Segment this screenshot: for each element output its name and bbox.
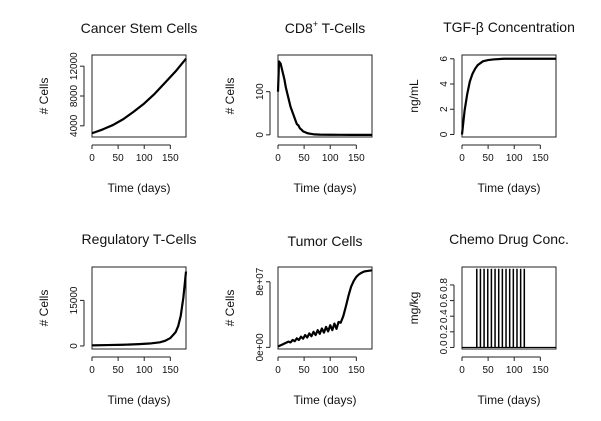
x-tick-label: 150: [532, 365, 549, 376]
x-tick-label: 100: [322, 153, 339, 164]
chart-title-rest: T-Cells: [318, 20, 365, 36]
x-tick-label: 0: [459, 365, 465, 376]
x-tick-label: 0: [89, 365, 95, 376]
series-line: [91, 271, 188, 347]
x-axis-label: Time (days): [294, 181, 357, 195]
y-tick-label: 15000: [69, 286, 80, 314]
x-tick-label: 0: [275, 153, 281, 164]
y-tick-label: 4: [439, 81, 450, 87]
y-axis-label: mg/kg: [407, 292, 421, 325]
series-line: [276, 60, 372, 136]
x-axis-label: Time (days): [478, 393, 541, 407]
x-tick-label: 100: [506, 365, 523, 376]
plot-frame: [91, 266, 187, 350]
panel-1: Cancer Stem Cells 0 50 100 150 Time (days) 400…: [37, 20, 197, 195]
x-tick-label: 0: [89, 153, 95, 164]
x-tick-label: 150: [348, 365, 365, 376]
panel-4: Regulatory T-Cells 0 50 100 150 Time (days) 0 1…: [37, 231, 196, 407]
x-tick-label: 100: [322, 365, 339, 376]
x-tick-label: 150: [162, 153, 179, 164]
plot-frame: [461, 54, 557, 138]
x-tick-label: 50: [113, 365, 125, 376]
y-axis-label: # Cells: [37, 290, 51, 327]
y-tick-label: 0.0: [439, 340, 450, 354]
y-tick-label: 100: [255, 83, 266, 100]
y-axis-label: # Cells: [37, 78, 51, 115]
y-axis-label: # Cells: [223, 290, 237, 327]
y-tick-label: 8e+07: [255, 267, 266, 296]
chart-title-superscript: +: [313, 19, 318, 29]
plot-frame: [277, 266, 373, 350]
x-tick-label: 50: [299, 153, 311, 164]
x-tick-label: 150: [348, 153, 365, 164]
x-tick-label: 50: [113, 153, 125, 164]
y-tick-label: 0e+00: [255, 333, 266, 362]
y-tick-label: 0: [69, 343, 80, 349]
x-tick-label: 50: [299, 365, 311, 376]
x-tick-label: 150: [162, 365, 179, 376]
plot-frame: [91, 54, 187, 138]
x-tick-label: 50: [483, 153, 495, 164]
x-tick-label: 0: [275, 365, 281, 376]
chart-title: Cancer Stem Cells: [81, 20, 198, 36]
y-tick-label: 0: [439, 131, 450, 137]
y-tick-label: 0: [255, 132, 266, 138]
y-axis-label: # Cells: [223, 78, 237, 115]
x-tick-label: 100: [136, 153, 153, 164]
x-tick-label: 100: [506, 153, 523, 164]
panel-5: Tumor Cells 0 50 100 150 Time (days) 0e+00 8e+0…: [223, 233, 373, 407]
chart-title: Regulatory T-Cells: [82, 231, 197, 247]
panel-6: Chemo Drug Conc. 0 50 100 150 Time (days) 0.0 0…: [407, 231, 569, 407]
x-tick-label: 0: [459, 153, 465, 164]
y-tick-label: 4000: [69, 114, 80, 137]
chart-title: Chemo Drug Conc.: [449, 231, 569, 247]
y-tick-label: 0.8: [439, 278, 450, 292]
plot-frame: [461, 266, 557, 350]
chart-title-main: CD8: [285, 20, 313, 36]
y-tick-label: 0.4: [439, 309, 450, 323]
x-axis-label: Time (days): [108, 181, 171, 195]
series-line: [277, 269, 373, 348]
x-tick-label: 100: [136, 365, 153, 376]
x-axis-label: Time (days): [294, 393, 357, 407]
series-line: [462, 268, 556, 349]
x-tick-label: 50: [483, 365, 495, 376]
chart-title: TGF-β Concentration: [443, 19, 575, 35]
x-axis-label: Time (days): [478, 181, 541, 195]
chart-title: Tumor Cells: [288, 233, 363, 249]
y-tick-label: 12000: [69, 52, 80, 80]
series-line: [460, 57, 556, 135]
y-tick-label: 6: [439, 56, 450, 62]
y-tick-label: 2: [439, 106, 450, 112]
plot-frame: [277, 54, 373, 138]
panel-2: CD8+ T-Cells 0 50 100 150 Time (days) 0 100 # Ce…: [223, 19, 373, 195]
series-line: [91, 58, 187, 135]
x-tick-label: 150: [532, 153, 549, 164]
chart-title: CD8+ T-Cells: [285, 19, 365, 36]
y-axis-label: ng/mL: [407, 79, 421, 113]
y-tick-label: 8000: [69, 84, 80, 107]
x-axis-label: Time (days): [108, 393, 171, 407]
panel-3: TGF-β Concentration 0 50 100 150 Time (days) 0…: [407, 19, 575, 195]
y-tick-label: 0.2: [439, 324, 450, 338]
y-tick-label: 0.6: [439, 293, 450, 307]
